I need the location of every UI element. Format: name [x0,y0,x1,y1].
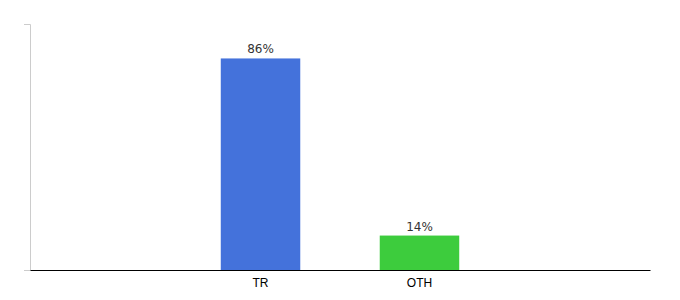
x-axis-line [31,270,651,271]
x-tick-label: TR [253,276,269,290]
bars [221,58,459,270]
x-axis: TR OTH [31,270,651,290]
x-tick: OTH [407,270,432,290]
y-axis-line [24,25,31,271]
plot: TR OTH 86% 14% [24,25,651,290]
bar [221,58,300,270]
bar [380,236,459,270]
y-axis [24,25,31,271]
chart: TR OTH 86% 14% [0,0,680,300]
data-label: 14% [406,220,433,234]
x-tick: TR [253,270,269,290]
data-label: 86% [247,42,274,56]
x-tick-label: OTH [407,276,432,290]
data-labels: 86% 14% [247,42,433,233]
